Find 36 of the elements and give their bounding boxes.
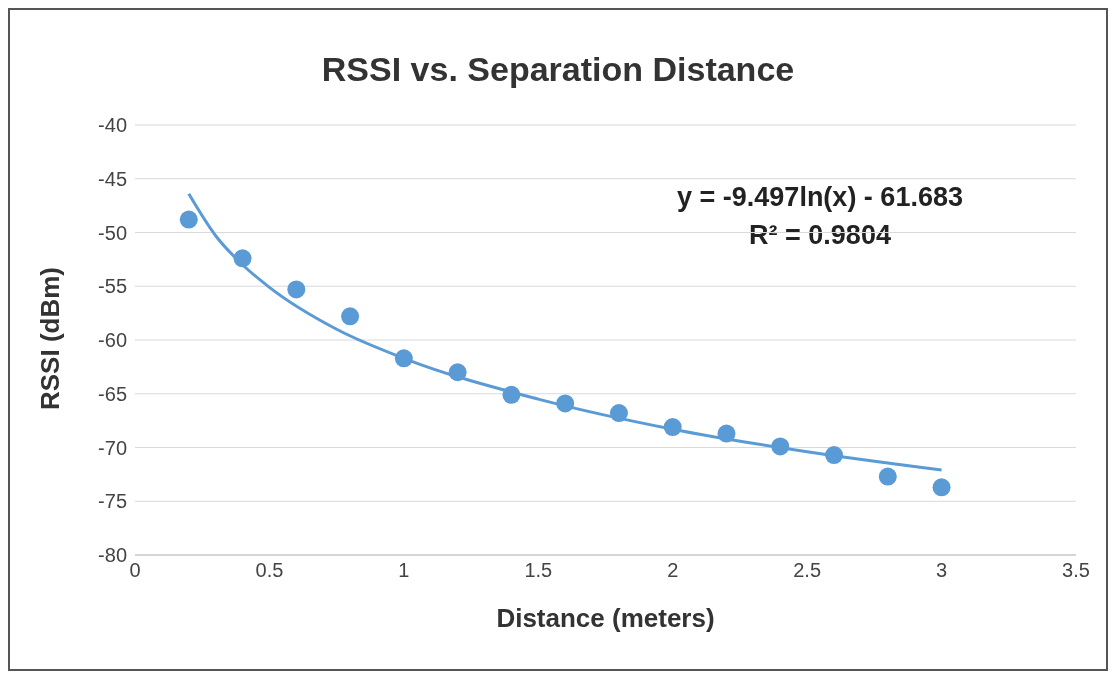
x-tick-label: 3 bbox=[936, 559, 948, 582]
x-axis-title: Distance (meters) bbox=[496, 603, 715, 633]
point bbox=[556, 394, 575, 413]
point bbox=[717, 424, 736, 443]
y-tick-label: -70 bbox=[98, 436, 127, 459]
chart-title: RSSI vs. Separation Distance bbox=[320, 50, 796, 89]
x-tick-label: 1 bbox=[398, 559, 410, 582]
x-tick-label: 2.5 bbox=[793, 559, 822, 582]
point bbox=[394, 349, 413, 368]
annotation: y = -9.497ln(x) - 61.683 bbox=[676, 181, 964, 214]
y-tick-label: -50 bbox=[98, 221, 127, 244]
y-tick-label: -55 bbox=[98, 275, 127, 298]
point bbox=[932, 478, 951, 497]
point bbox=[502, 385, 521, 404]
point bbox=[878, 467, 897, 486]
x-tick-label: 3.5 bbox=[1062, 559, 1090, 582]
y-tick-label: -75 bbox=[98, 490, 127, 513]
point bbox=[448, 363, 467, 382]
y-tick-label: -65 bbox=[98, 382, 127, 405]
y-tick-label: -40 bbox=[98, 114, 127, 137]
point bbox=[341, 307, 360, 326]
point bbox=[287, 280, 306, 299]
point bbox=[179, 210, 198, 229]
x-tick-label: 2 bbox=[667, 559, 679, 582]
point bbox=[771, 437, 790, 456]
x-tick-label: 0 bbox=[129, 559, 141, 582]
x-tick-label: 1.5 bbox=[524, 559, 553, 582]
x-tick-label: 0.5 bbox=[255, 559, 284, 582]
point bbox=[825, 446, 844, 465]
point bbox=[609, 404, 628, 423]
y-tick-label: -60 bbox=[98, 329, 127, 352]
point bbox=[233, 249, 252, 268]
y-axis-title: RSSI (dBm) bbox=[35, 267, 66, 410]
y-tick-label: -45 bbox=[98, 167, 127, 190]
point bbox=[663, 418, 682, 437]
y-tick-label: -80 bbox=[98, 544, 127, 567]
